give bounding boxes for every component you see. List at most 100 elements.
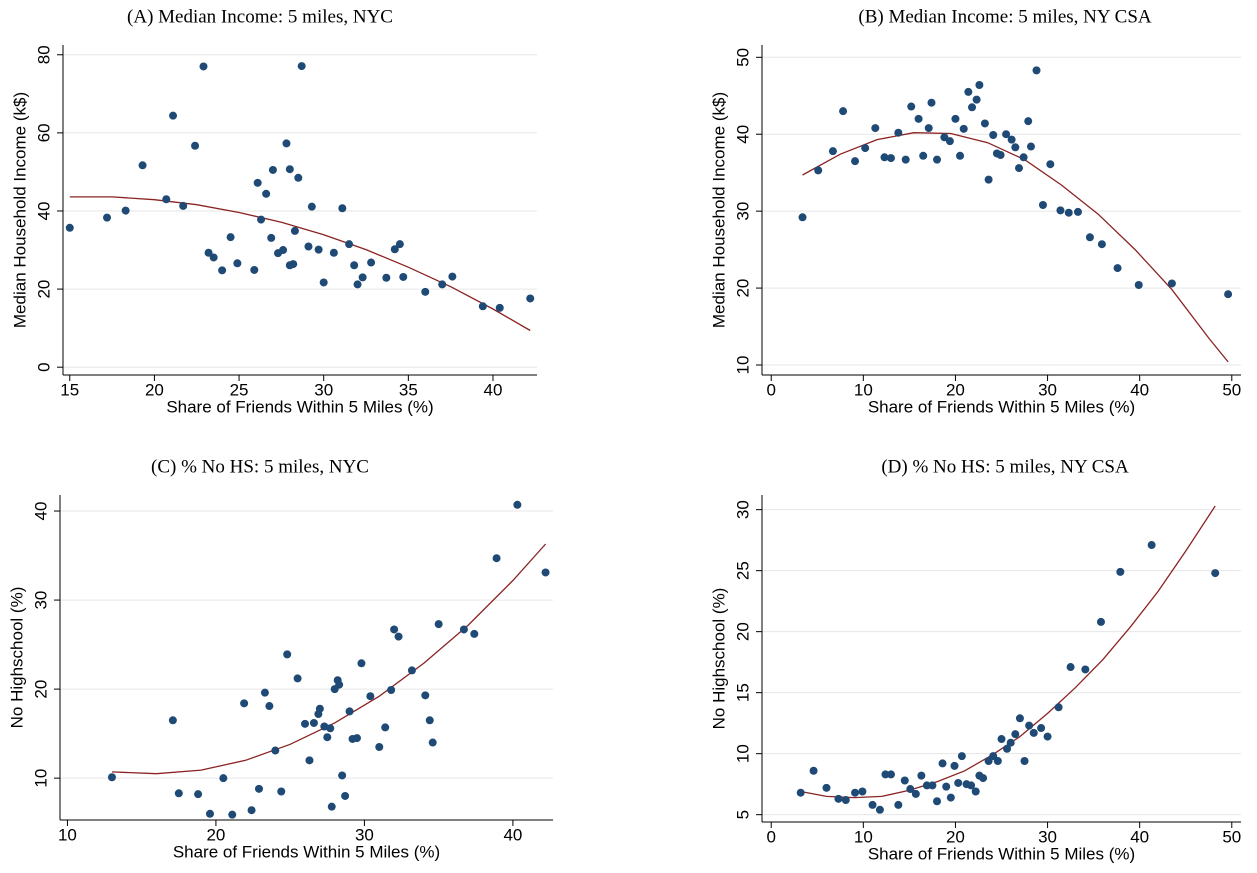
point: [814, 166, 823, 175]
point: [1224, 290, 1233, 299]
point: [1032, 66, 1041, 75]
point: [297, 62, 306, 71]
point: [345, 240, 354, 249]
x-tick-label: 15: [60, 380, 79, 399]
point: [1085, 233, 1094, 242]
point: [933, 155, 942, 164]
y-tick-label: 0: [34, 362, 53, 371]
x-tick-label: 10: [854, 380, 873, 399]
point: [841, 796, 850, 805]
point: [1038, 201, 1047, 209]
y-axis-label: Median Household Income (k$): [709, 92, 728, 328]
point: [834, 794, 843, 803]
y-tick-label: 40: [34, 202, 53, 221]
point: [138, 161, 147, 170]
point: [951, 114, 960, 123]
y-tick-label: 10: [733, 744, 752, 763]
point: [964, 87, 973, 96]
point: [1046, 160, 1055, 169]
point: [911, 789, 920, 798]
point: [199, 62, 208, 71]
panel-title: (A) Median Income: 5 miles, NYC: [127, 6, 393, 27]
point: [938, 759, 947, 768]
x-tick-label: 35: [399, 380, 418, 399]
point: [260, 688, 269, 697]
y-tick-label: 30: [31, 591, 50, 610]
point: [305, 756, 314, 765]
point: [382, 273, 391, 282]
point: [1006, 738, 1015, 747]
point: [1116, 567, 1125, 576]
point: [326, 724, 335, 733]
point: [421, 691, 430, 700]
point: [851, 788, 860, 797]
point: [1134, 281, 1143, 289]
point: [945, 137, 954, 146]
point: [169, 111, 178, 120]
point: [228, 810, 237, 819]
point: [984, 175, 993, 184]
point: [828, 147, 837, 156]
x-tick-label: 30: [1038, 827, 1057, 846]
x-axis-label: Share of Friends Within 5 Miles (%): [868, 397, 1135, 416]
point: [1056, 206, 1065, 215]
x-axis-label: Share of Friends Within 5 Miles (%): [173, 842, 440, 861]
point: [989, 131, 998, 139]
point: [448, 272, 457, 281]
point: [886, 770, 895, 779]
y-tick-label: 80: [34, 45, 53, 64]
point: [428, 738, 437, 747]
point: [179, 201, 188, 210]
point: [917, 771, 926, 780]
point: [933, 797, 942, 806]
point: [927, 98, 936, 107]
point: [279, 246, 288, 255]
point: [407, 666, 416, 675]
y-tick-label: 30: [733, 202, 752, 221]
point: [1020, 756, 1029, 765]
point: [901, 155, 910, 164]
point: [353, 280, 362, 289]
point: [366, 692, 375, 701]
point: [265, 702, 274, 711]
x-tick-label: 30: [355, 825, 374, 844]
point: [979, 774, 988, 783]
point: [103, 213, 112, 222]
point: [956, 151, 965, 160]
point: [1015, 164, 1024, 173]
point: [304, 242, 313, 251]
point: [277, 787, 286, 796]
point: [381, 723, 390, 732]
point: [233, 259, 242, 268]
y-tick-label: 30: [733, 500, 752, 519]
x-tick-label: 0: [766, 827, 775, 846]
point: [796, 788, 805, 797]
x-tick-label: 20: [946, 380, 965, 399]
point: [421, 287, 430, 296]
point: [1073, 207, 1082, 216]
point: [327, 802, 336, 811]
point: [980, 119, 989, 128]
point: [968, 103, 977, 112]
point: [390, 625, 399, 634]
point: [858, 787, 867, 796]
point: [271, 746, 280, 755]
panel-title: (C) % No HS: 5 miles, NYC: [151, 456, 369, 477]
point: [341, 791, 350, 800]
point: [254, 784, 263, 793]
point: [345, 707, 354, 716]
y-tick-label: 20: [34, 280, 53, 299]
panel-title: (D) % No HS: 5 miles, NY CSA: [881, 456, 1129, 477]
point: [1167, 279, 1176, 288]
point: [1007, 135, 1016, 144]
point: [293, 674, 302, 683]
point: [290, 226, 299, 235]
y-tick-label: 40: [31, 502, 50, 521]
x-tick-label: 30: [1038, 380, 1057, 399]
point: [262, 189, 271, 198]
point: [975, 81, 984, 89]
point: [1025, 721, 1034, 730]
point: [315, 704, 324, 713]
point: [395, 240, 404, 249]
point: [283, 650, 292, 659]
